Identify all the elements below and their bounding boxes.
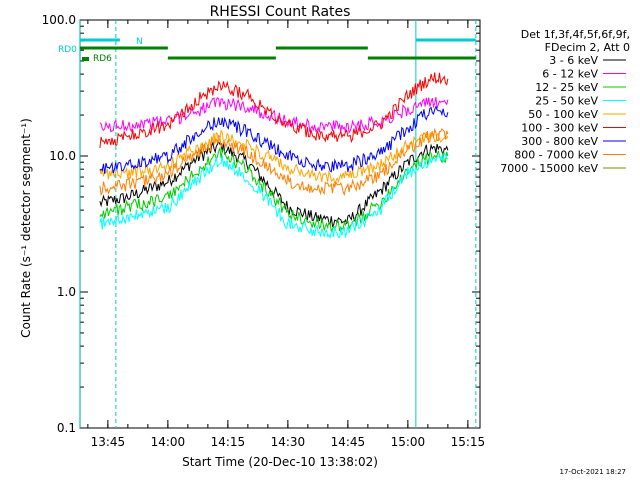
x-tick-label: 14:15: [211, 435, 246, 449]
attenuator-annotations: RD0 RD6 N: [58, 20, 477, 428]
series-line-7: [99, 105, 449, 174]
x-axis-label: Start Time (20-Dec-10 13:38:02): [182, 455, 378, 469]
legend-entry-label: 12 - 25 keV: [535, 81, 598, 94]
x-axis-ticks: 13:45 14:00 14:15 14:30 14:45 15:00 15:15: [87, 20, 486, 449]
y-tick-label: 10.0: [49, 149, 76, 163]
series-line-1: [99, 139, 449, 228]
legend: Det 1f,3f,4f,5f,6f,9f,FDecim 2, Att 03 -…: [500, 28, 630, 175]
legend-entry-label: 7000 - 15000 keV: [500, 162, 598, 175]
legend-entry-label: 800 - 7000 keV: [514, 149, 598, 162]
series-line-5: [99, 129, 449, 186]
y-axis-ticks: 0.1 1.0 10.0 100.0: [42, 13, 480, 435]
x-tick-label: 14:30: [271, 435, 306, 449]
legend-entry-label: 300 - 800 keV: [521, 135, 598, 148]
y-tick-label: 1.0: [57, 285, 76, 299]
legend-title-line: Det 1f,3f,4f,5f,6f,9f,: [521, 28, 630, 41]
x-tick-label: 14:00: [151, 435, 186, 449]
chart-title: RHESSI Count Rates: [210, 4, 351, 20]
legend-title-line: FDecim 2, Att 0: [545, 41, 630, 54]
y-tick-label: 100.0: [42, 13, 76, 27]
series-line-8: [99, 127, 449, 197]
rd6-marker: [82, 57, 89, 61]
x-tick-label: 15:15: [451, 435, 486, 449]
attenuator-state-label: N: [136, 37, 143, 47]
attenuator-state-label: RD0: [58, 45, 77, 55]
legend-entry-label: 6 - 12 keV: [542, 68, 598, 81]
legend-entry-label: 25 - 50 keV: [535, 95, 598, 108]
x-tick-label: 15:00: [391, 435, 426, 449]
series-group: [99, 72, 449, 240]
series-line-6: [99, 72, 449, 149]
series-line-4: [99, 151, 449, 240]
x-tick-label: 14:45: [331, 435, 366, 449]
y-axis-label: Count Rate (s⁻¹ detector segment⁻¹): [19, 118, 33, 338]
footer-timestamp: 17-Oct-2021 18:27: [560, 468, 626, 476]
y-tick-label: 0.1: [57, 421, 76, 435]
legend-entry-label: 100 - 300 keV: [521, 122, 598, 135]
legend-entry-label: 50 - 100 keV: [528, 108, 598, 121]
x-tick-label: 13:45: [91, 435, 126, 449]
legend-entry-label: 3 - 6 keV: [549, 54, 598, 67]
attenuator-state-label: RD6: [93, 54, 112, 64]
